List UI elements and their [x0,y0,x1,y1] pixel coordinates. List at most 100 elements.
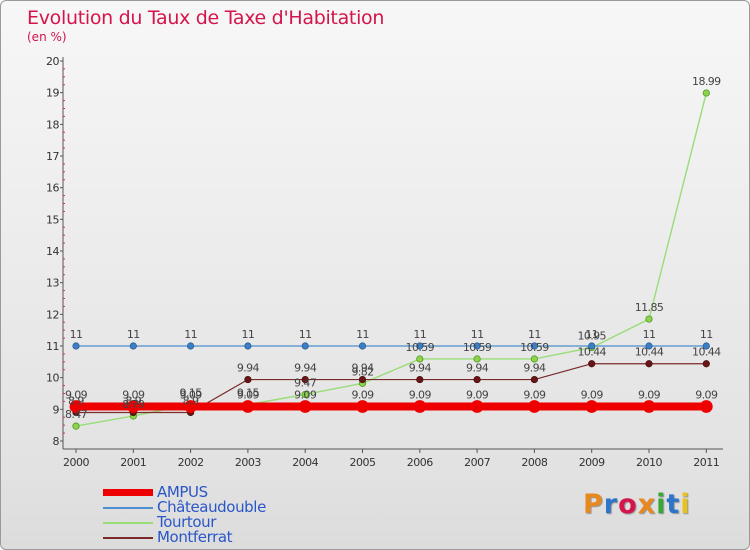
x-tick-label: 2011 [693,456,719,469]
data-point-1 [301,342,309,350]
data-point-1 [72,342,80,350]
data-label: 9.09 [351,388,374,401]
y-tick-label: 20 [46,55,59,68]
data-label: 9.94 [523,362,546,375]
data-label: 9.15 [180,387,203,400]
data-label: 10.95 [577,330,606,343]
data-label: 11 [184,328,197,341]
x-tick-label: 2004 [292,456,318,469]
x-tick-label: 2008 [521,456,547,469]
data-label: 11 [585,328,598,341]
chart-title: Evolution du Taux de Taxe d'Habitation [27,7,385,29]
data-label: 9.09 [409,388,432,401]
legend-label: AMPUS [157,483,208,501]
data-label: 9.09 [122,388,145,401]
data-label: 9.47 [294,376,317,389]
data-point-0 [298,400,312,413]
data-point-1 [702,342,710,350]
data-label: 9.09 [523,388,546,401]
data-label: 8.9 [125,395,141,408]
y-tick-label: 11 [46,340,59,353]
data-point-1 [244,342,252,350]
data-label: 8.9 [183,395,199,408]
data-point-3 [358,375,367,384]
data-label: 10.59 [520,341,549,354]
data-point-2 [416,355,424,363]
data-point-3 [588,360,596,368]
data-point-0 [642,400,656,413]
data-label: 8.9 [68,395,84,408]
data-point-2 [530,355,539,363]
data-label: 10.59 [463,341,492,354]
legend-label: Tourtour [157,513,216,531]
x-tick-label: 2001 [120,456,146,469]
legend-swatch [103,521,153,524]
data-point-0 [184,400,198,413]
legend-swatch [103,536,153,539]
data-point-0 [356,400,369,413]
data-label: 9.09 [581,388,604,401]
data-point-2 [72,422,80,430]
y-tick-label: 9 [53,403,60,416]
data-point-3 [416,375,424,384]
x-tick-label: 2005 [350,456,376,469]
data-label: 8.47 [65,408,88,421]
data-point-1 [358,342,367,350]
y-tick-label: 19 [46,87,59,100]
data-point-2 [473,355,481,363]
legend-item: Tourtour [103,515,266,530]
data-label: 9.09 [466,388,489,401]
x-tick-label: 2003 [235,456,261,469]
data-point-0 [699,400,713,413]
data-point-0 [413,400,427,413]
y-tick-label: 10 [46,372,59,385]
data-label: 11 [700,328,713,341]
x-tick-label: 2002 [178,456,204,469]
data-label: 11 [528,328,541,341]
legend-item: AMPUS [103,485,266,500]
data-point-0 [585,400,599,413]
y-tick-label: 8 [53,435,60,448]
proxiti-logo: Proxiti [583,489,691,520]
x-tick-label: 2007 [464,456,490,469]
chart-unit: (en %) [27,30,67,44]
data-label: 10.44 [692,346,721,359]
x-tick-label: 2010 [636,456,662,469]
data-label: 9.09 [237,388,260,401]
data-label: 9.94 [409,362,432,375]
data-point-3 [645,360,653,368]
data-label: 9.09 [294,388,317,401]
legend-label: Châteaudouble [157,498,266,516]
data-label: 9.09 [65,388,88,401]
legend-swatch [103,489,153,496]
data-label: 9.94 [237,362,260,375]
legend-swatch [103,506,153,509]
data-point-0 [241,400,255,413]
chart-legend: AMPUS Châteaudouble Tourtour Montferrat [103,485,266,545]
y-tick-label: 17 [46,150,59,163]
series-line-3 [76,363,707,414]
y-tick-label: 16 [46,182,59,195]
data-label: 10.44 [577,346,606,359]
data-label: 9.09 [695,388,718,401]
data-point-3 [244,375,252,384]
data-label: 11 [299,328,312,341]
data-label: 11.85 [635,301,664,314]
legend-item: Châteaudouble [103,500,266,515]
data-point-1 [530,342,539,350]
data-point-1 [416,342,424,350]
y-tick-label: 13 [46,277,59,290]
data-point-1 [129,342,137,350]
data-label: 9.94 [294,362,317,375]
y-tick-label: 15 [46,213,59,226]
data-point-1 [645,342,653,350]
data-label: 11 [127,328,140,341]
data-label: 9.94 [351,362,374,375]
data-point-3 [301,375,309,384]
data-point-3 [530,375,539,384]
data-point-0 [126,400,140,413]
data-label: 11 [356,328,369,341]
data-label: 10.44 [635,346,664,359]
